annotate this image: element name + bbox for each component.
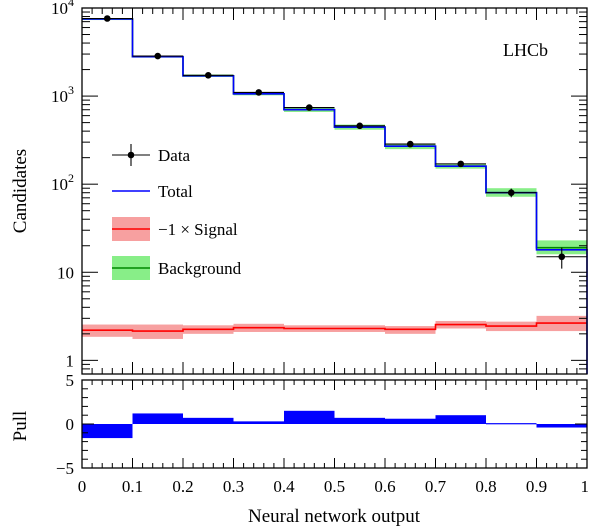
legend-data-marker [127,151,135,159]
signal-band [82,315,587,339]
data-point [356,122,364,130]
pull-ticks [81,379,588,469]
pull-bar [82,424,133,439]
x-tick-label: 0.7 [425,477,447,496]
y-tick-label: 104 [51,0,74,18]
signal-line [82,322,587,332]
main-panel: 1 10 102 103 104 LHCb Candidates Data Total −1… [10,0,588,375]
x-tick-label: 0.5 [324,477,345,496]
y-tick-exponent: 2 [68,171,74,185]
main-y-axis-title: Candidates [10,149,31,233]
pull-bar [486,423,537,425]
x-tick-label: 0.6 [374,477,395,496]
pull-panel: 50−5 0 0.1 0.2 0.3 0.4 0.5 0.6 0.7 0.8 0.9 1 Pull … [10,371,589,527]
data-point [255,89,263,96]
pull-bar [536,424,587,428]
y-tick-label: 1 [66,351,75,370]
pull-bars [82,410,587,439]
x-axis-title: Neural network output [248,506,421,527]
pull-bar [233,421,284,424]
x-tick-label: 0.2 [172,477,193,496]
x-tick-label: 0 [78,477,87,496]
y-tick-exponent: 3 [68,83,74,97]
y-tick-label: 102 [51,171,74,194]
legend-label: Total [158,182,193,201]
data-point [103,15,111,22]
y-tick-exponent: 4 [68,0,74,9]
lhcb-label: LHCb [503,40,548,60]
pull-bar [183,417,234,424]
data-point [305,104,313,111]
pull-y-tick-label: 0 [66,415,75,434]
pull-y-tick-labels: 5 0 −5 [56,371,74,478]
y-tick-label: 103 [51,83,74,106]
x-tick-label: 0.4 [273,477,295,496]
data-point [204,72,212,79]
main-y-tick-labels: 1 10 102 103 104 [51,0,74,370]
x-tick-label: 0.9 [526,477,547,496]
y-tick-label: 10 [57,263,74,282]
data-point [406,140,414,148]
x-tick-label: 1 [581,477,589,496]
x-tick-label: 0.8 [475,477,496,496]
legend-label: Data [158,146,191,165]
legend-label: Background [158,259,242,278]
x-tick-label: 0.1 [122,477,143,496]
legend-label: −1 × Signal [158,220,238,239]
pull-bar [284,410,335,424]
legend: Data Total −1 × Signal Background [112,144,242,280]
data-point [558,253,566,261]
data-points [82,15,587,269]
x-tick-label: 0.3 [223,477,244,496]
pull-bar [334,417,385,424]
data-point [154,52,162,60]
pull-y-tick-label: 5 [66,371,75,390]
x-tick-labels: 0 0.1 0.2 0.3 0.4 0.5 0.6 0.7 0.8 0.9 1 [78,477,589,496]
pull-y-tick-label: −5 [56,459,74,478]
pull-bar [132,413,183,424]
pull-y-axis-title: Pull [10,411,31,442]
pull-bar [385,418,436,424]
pull-bar [435,415,486,424]
main-ticks [81,7,588,375]
data-point [507,189,515,197]
data-point [457,160,465,168]
